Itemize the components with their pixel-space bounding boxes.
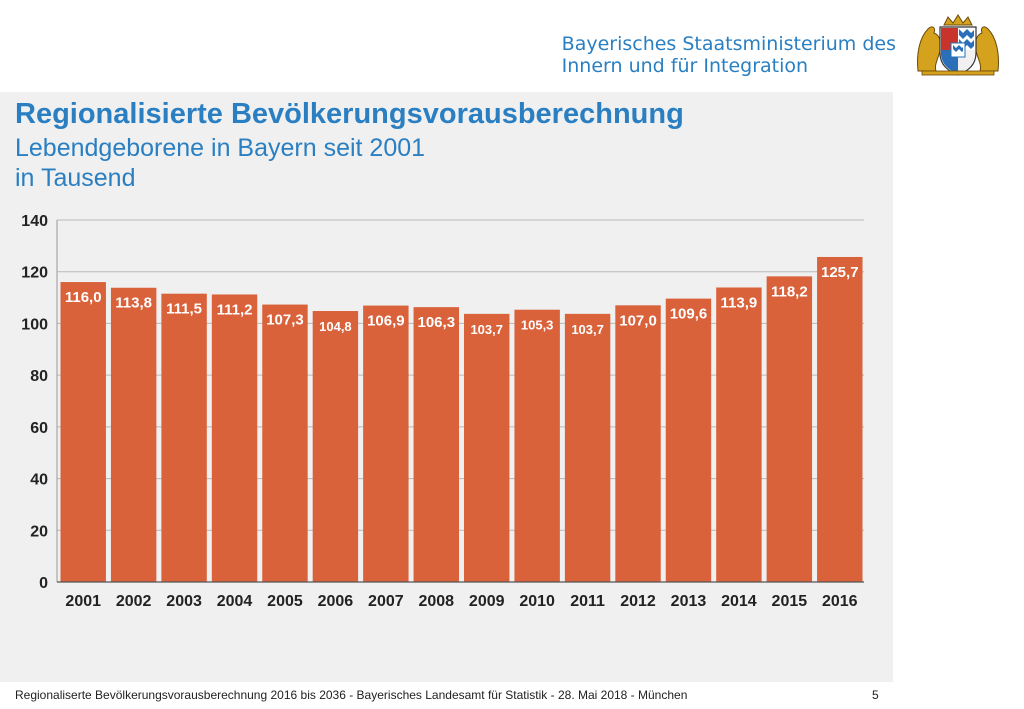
x-tick-label: 2014: [721, 593, 757, 610]
data-label: 105,3: [521, 318, 554, 333]
bavarian-coat-of-arms-icon: [917, 14, 999, 76]
data-label: 111,2: [217, 301, 253, 318]
footer-text: Regionaliserte Bevölkerungsvorausberechn…: [15, 688, 688, 702]
y-tick-label: 140: [21, 213, 48, 230]
data-label: 107,3: [266, 312, 304, 329]
ministry-line-2: Innern und für Integration: [561, 55, 809, 77]
bar: [413, 307, 459, 582]
data-label: 106,9: [367, 313, 405, 330]
x-tick-label: 2011: [570, 593, 605, 610]
page-number: 5: [872, 688, 879, 702]
x-tick-label: 2008: [418, 593, 454, 610]
y-tick-label: 80: [30, 368, 48, 385]
data-label: 104,8: [319, 319, 352, 334]
bar: [716, 287, 762, 582]
x-tick-label: 2015: [772, 593, 808, 610]
bar: [110, 287, 157, 582]
x-tick-label: 2009: [469, 593, 505, 610]
y-tick-label: 120: [21, 265, 48, 282]
ministry-name: Bayerisches Staatsministerium des Innern…: [562, 33, 896, 77]
x-tick-label: 2010: [519, 593, 555, 610]
x-tick-label: 2006: [318, 593, 354, 610]
bar: [464, 313, 510, 582]
x-tick-label: 2007: [368, 593, 404, 610]
x-tick-label: 2002: [116, 593, 152, 610]
subtitle-line-2: in Tausend: [15, 164, 136, 192]
bar: [514, 309, 560, 582]
slide-title: Regionalisierte Bevölkerungsvorausberech…: [15, 98, 684, 130]
bar: [161, 293, 207, 582]
y-tick-label: 40: [30, 472, 48, 489]
bar: [262, 304, 308, 582]
bar: [615, 305, 661, 582]
bar: [564, 313, 611, 582]
header: Bayerisches Staatsministerium des Innern…: [0, 0, 1024, 92]
data-label: 125,7: [821, 264, 859, 281]
ministry-line-1: Bayerisches Staatsministerium des: [561, 33, 896, 55]
bar: [817, 256, 863, 582]
data-label: 111,5: [166, 301, 202, 318]
data-label: 116,0: [65, 289, 102, 306]
x-tick-label: 2005: [267, 593, 303, 610]
bar: [60, 282, 106, 582]
data-label: 103,7: [571, 322, 604, 337]
data-label: 118,2: [771, 283, 808, 300]
data-label: 107,0: [619, 312, 657, 329]
data-label: 103,7: [470, 322, 503, 337]
subtitle-line-1: Lebendgeborene in Bayern seit 2001: [15, 134, 426, 162]
x-tick-label: 2004: [217, 593, 253, 610]
bar: [363, 305, 409, 582]
data-label: 109,6: [670, 306, 708, 323]
bar: [312, 311, 359, 582]
bar: [665, 298, 712, 582]
x-tick-label: 2016: [822, 593, 858, 610]
bar: [211, 294, 258, 582]
y-tick-label: 20: [30, 523, 48, 540]
y-tick-label: 0: [39, 575, 48, 592]
x-tick-label: 2001: [65, 593, 101, 610]
data-label: 113,8: [115, 295, 152, 312]
y-tick-label: 60: [30, 420, 48, 437]
y-tick-label: 100: [21, 316, 48, 333]
x-tick-label: 2012: [620, 593, 656, 610]
bar-chart: 0 20 40 60 80 100 120 140 116,0 2001 113,8 2002 111,…: [21, 213, 864, 610]
x-tick-label: 2003: [166, 593, 202, 610]
bar: [766, 276, 813, 582]
x-tick-label: 2013: [671, 593, 707, 610]
data-label: 113,9: [721, 294, 758, 311]
slide-subtitle: Lebendgeborene in Bayern seit 2001 in Ta…: [15, 133, 425, 193]
data-label: 106,3: [418, 314, 456, 331]
